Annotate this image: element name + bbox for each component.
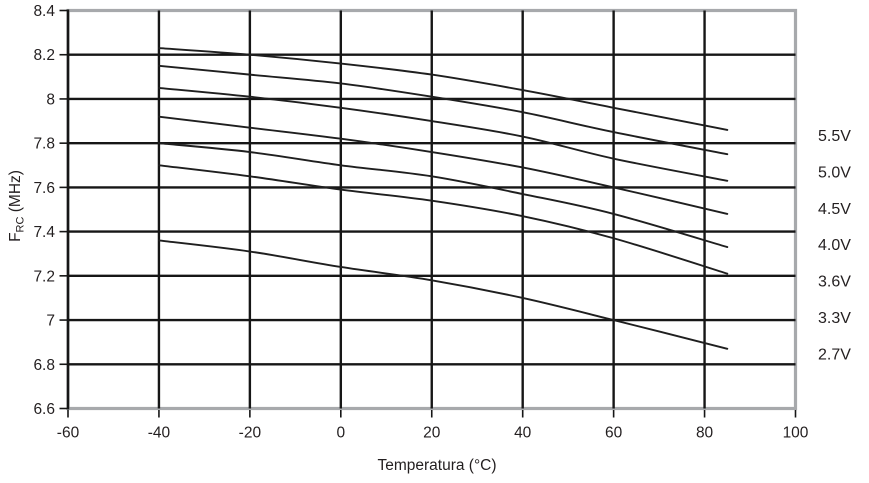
- x-tick-label: -60: [57, 425, 80, 442]
- legend-label-4-5v: 4.5V: [818, 201, 851, 218]
- legend-label-3-6v: 3.6V: [818, 274, 851, 291]
- y-axis-title: FRC (MHz): [7, 170, 27, 242]
- x-tick-label: 80: [696, 425, 714, 442]
- y-tick-label: 8.2: [33, 47, 55, 64]
- y-tick-label: 7.4: [33, 224, 55, 241]
- y-tick-label: 8.4: [33, 3, 55, 20]
- y-tick-label: 7: [46, 313, 55, 330]
- curve-3-6v: [157, 142, 729, 249]
- label-layer: Temperatura (°C) FRC (MHz) -60 -40 -20 0 20 4…: [7, 3, 809, 474]
- legend-label-5-0v: 5.0V: [818, 164, 851, 181]
- x-tick-label: 0: [337, 425, 346, 442]
- curve-4-0v: [157, 115, 729, 215]
- y-tick-label: 6.6: [33, 401, 55, 418]
- legend-label-4-0v: 4.0V: [818, 237, 851, 254]
- legend-layer: 5.5V 5.0V 4.5V 4.0V 3.6V 3.3V 2.7V: [818, 128, 851, 363]
- y-tick-label: 8: [46, 91, 55, 108]
- x-tick-label: -40: [148, 425, 171, 442]
- x-tick-label: 100: [783, 425, 809, 442]
- x-tick-label: 60: [605, 425, 623, 442]
- y-tick-label: 7.6: [33, 180, 55, 197]
- curve-layer: [157, 47, 729, 350]
- curve-2-7v: [157, 239, 729, 350]
- x-tick-label: 40: [514, 425, 532, 442]
- x-tick-label: -20: [239, 425, 262, 442]
- y-tick-label: 6.8: [33, 357, 55, 374]
- x-axis-title: Temperatura (°C): [377, 457, 496, 474]
- curve-5-5v: [157, 47, 729, 131]
- legend-label-5-5v: 5.5V: [818, 128, 851, 145]
- y-tick-label: 7.2: [33, 268, 55, 285]
- legend-label-3-3v: 3.3V: [818, 310, 851, 327]
- tick-mark-layer: [59, 9, 797, 418]
- legend-label-2-7v: 2.7V: [818, 346, 851, 363]
- curve-5-0v: [157, 64, 729, 156]
- curve-4-5v: [157, 86, 729, 182]
- y-tick-label: 7.8: [33, 136, 55, 153]
- curve-3-3v: [157, 164, 729, 275]
- x-tick-label: 20: [423, 425, 441, 442]
- gridline-layer: [66, 9, 796, 410]
